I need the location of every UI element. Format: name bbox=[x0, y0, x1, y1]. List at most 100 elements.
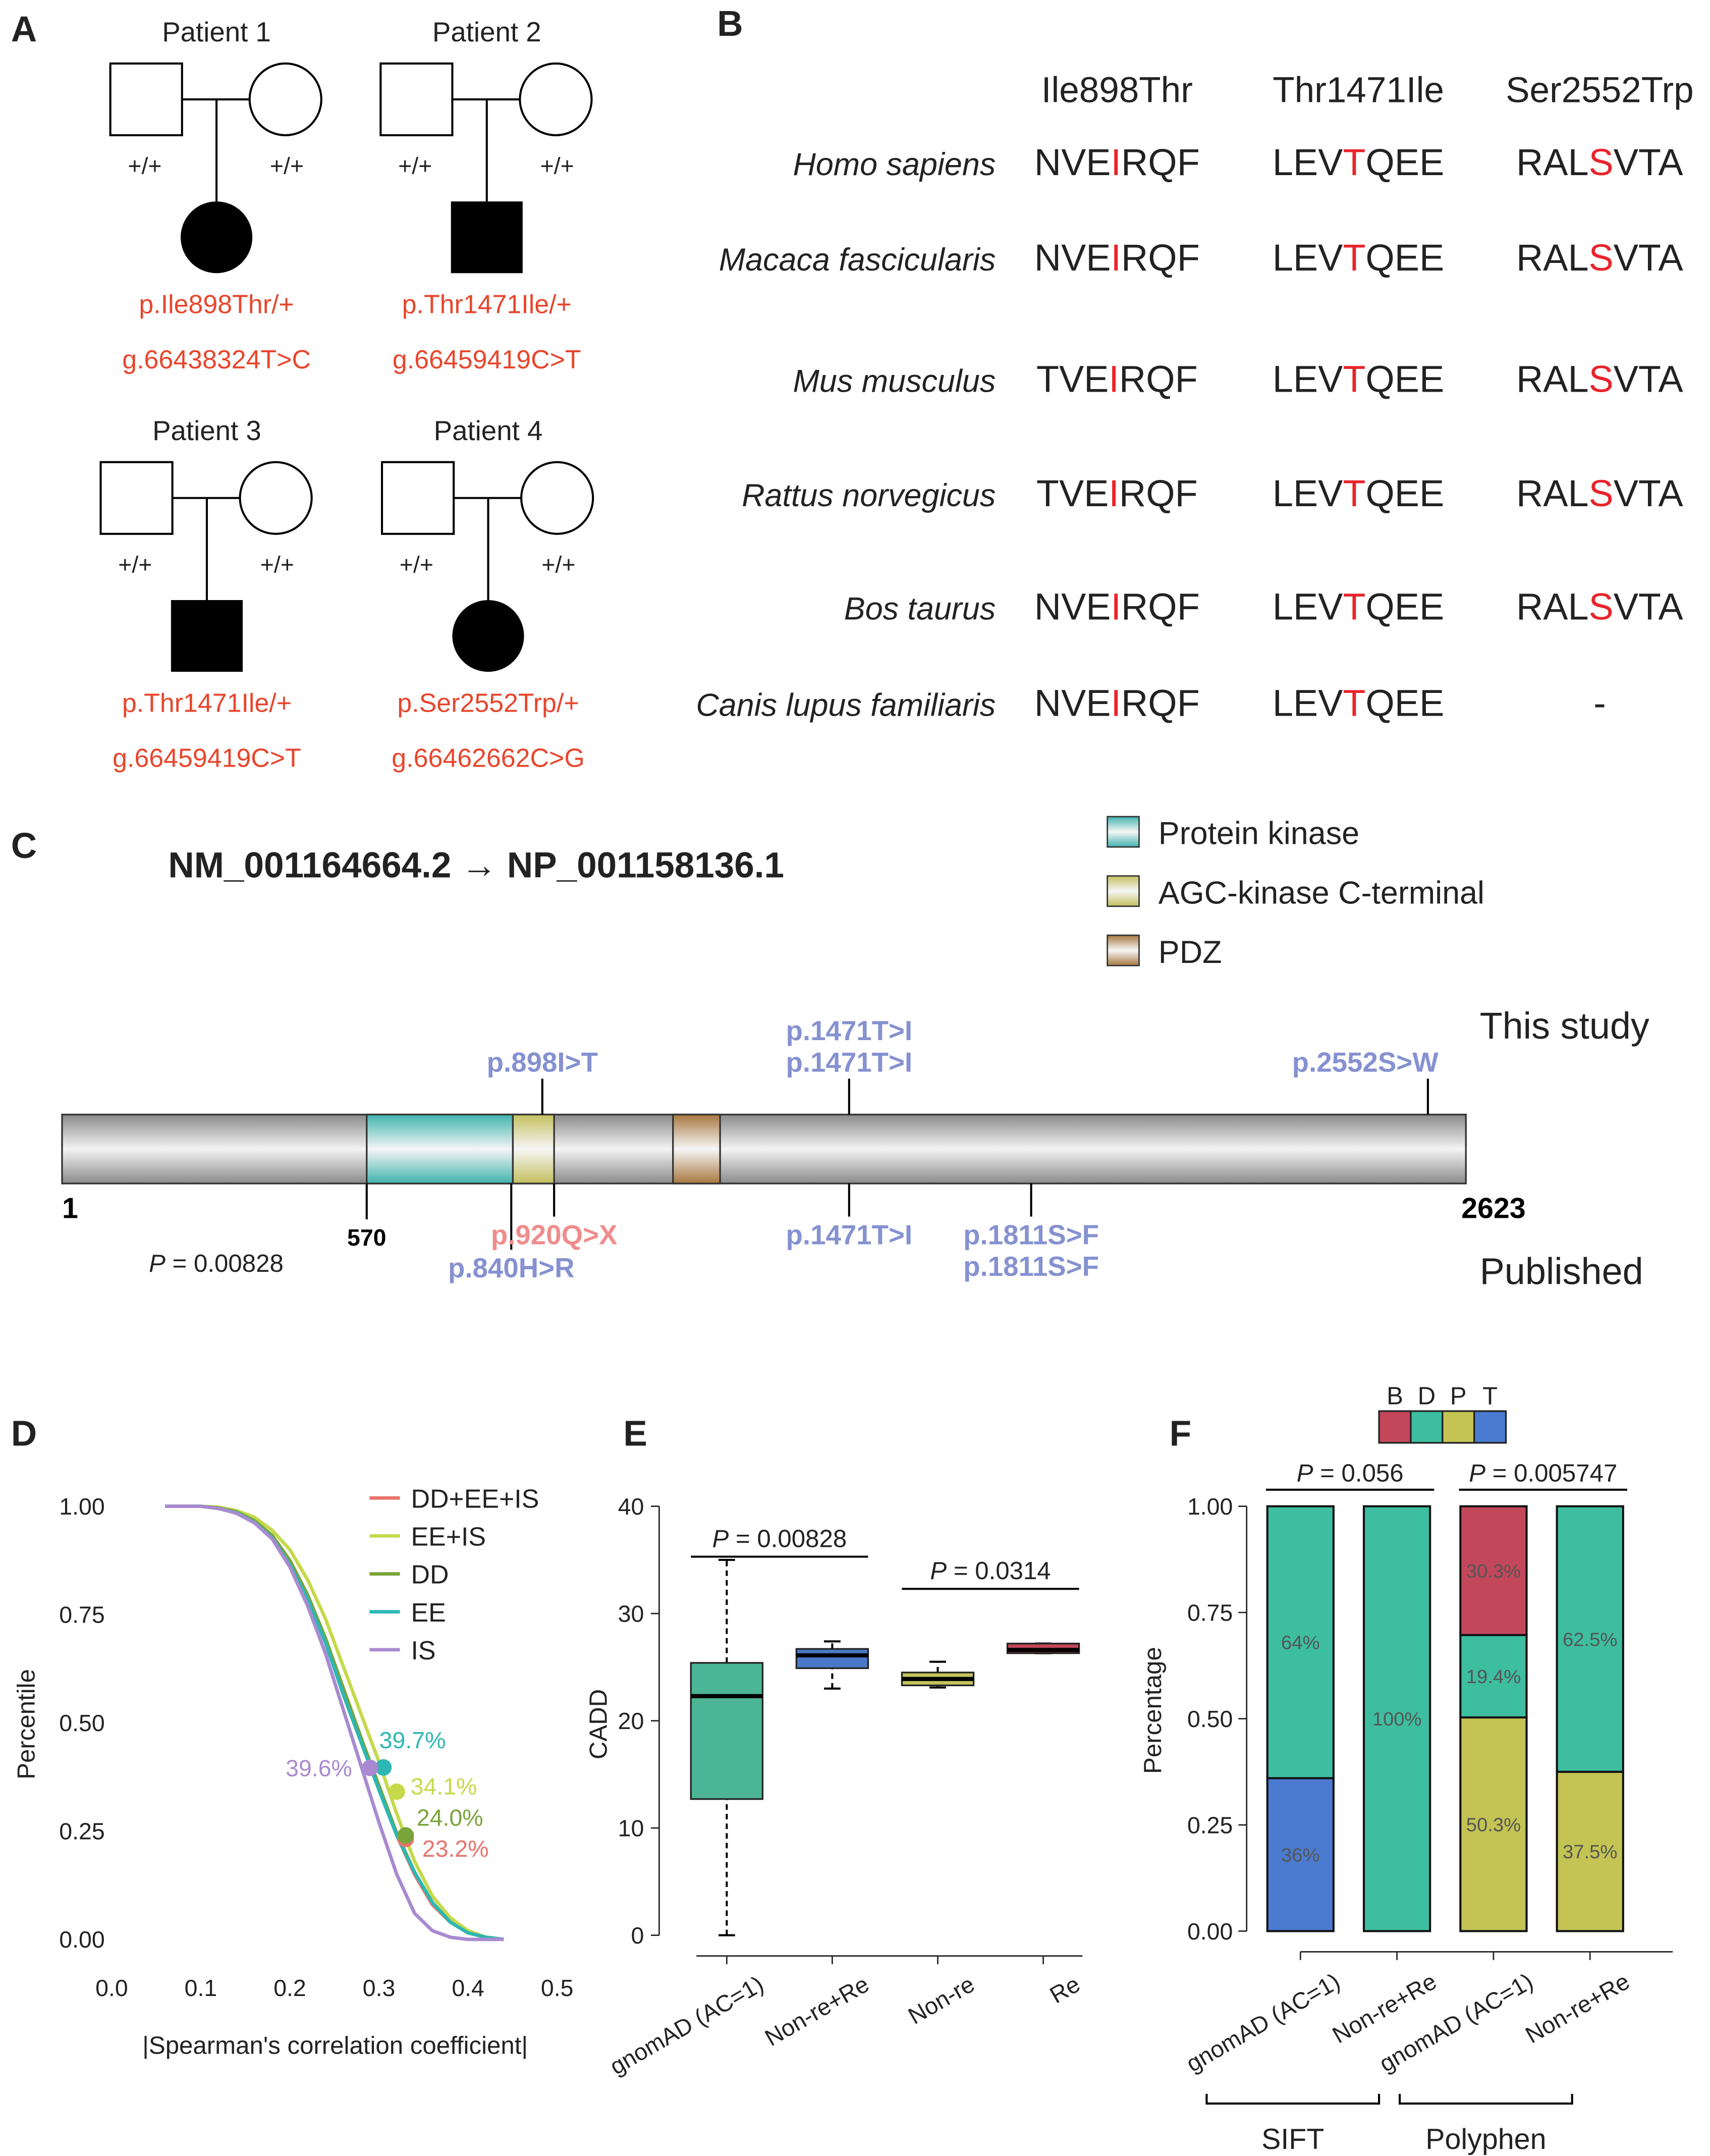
sequence: - bbox=[1593, 682, 1606, 724]
y-tick-label: 0.25 bbox=[59, 1818, 104, 1845]
patient-title: Patient 1 bbox=[162, 17, 271, 47]
variant-label: p.1471T>I bbox=[786, 1047, 913, 1078]
p-symbol: P bbox=[1297, 1459, 1313, 1487]
panel-label: D bbox=[11, 1414, 37, 1453]
residue: I bbox=[1109, 472, 1119, 514]
legend-label: P bbox=[1450, 1382, 1467, 1410]
value-label: 64% bbox=[1281, 1632, 1320, 1654]
residue: RAL bbox=[1516, 237, 1589, 279]
p-text: = 0.00828 bbox=[736, 1525, 847, 1552]
p-text: = 0.056 bbox=[1320, 1459, 1403, 1487]
domain bbox=[672, 1113, 721, 1184]
legend-swatch bbox=[1442, 1410, 1475, 1444]
sequence: LEVTQEE bbox=[1273, 141, 1444, 183]
residue: LEV bbox=[1273, 237, 1343, 279]
residue: NVE bbox=[1034, 237, 1111, 279]
value-label: 19.4% bbox=[1466, 1666, 1521, 1688]
mother bbox=[248, 62, 322, 137]
marker bbox=[388, 1783, 405, 1800]
significance-label: P = 0.056 bbox=[1297, 1459, 1404, 1487]
y-tick-label: 0.50 bbox=[59, 1710, 104, 1736]
domain bbox=[512, 1113, 555, 1184]
panel-label: C bbox=[11, 826, 37, 866]
x-axis-title: |Spearman's correlation coefficient| bbox=[142, 2032, 528, 2060]
residue: RQF bbox=[1121, 682, 1200, 724]
p-symbol: P bbox=[149, 1250, 166, 1277]
father bbox=[379, 62, 454, 137]
y-axis-title: Percentile bbox=[12, 1669, 40, 1780]
genomic-change: g.66462662C>G bbox=[392, 744, 584, 773]
y-tick-label: 0.75 bbox=[59, 1602, 104, 1628]
legend-swatch bbox=[1473, 1410, 1507, 1444]
legend-label: Protein kinase bbox=[1159, 816, 1359, 851]
legend-label: IS bbox=[411, 1636, 435, 1665]
value-label: 37.5% bbox=[1563, 1841, 1617, 1863]
p-symbol: P bbox=[930, 1557, 947, 1585]
residue: NVE bbox=[1034, 682, 1111, 724]
proband bbox=[451, 201, 523, 274]
y-tick-label: 0.00 bbox=[1187, 1918, 1233, 1945]
marker bbox=[375, 1759, 392, 1776]
legend-label: T bbox=[1482, 1382, 1498, 1410]
residue: LEV bbox=[1273, 141, 1343, 183]
bar-segment bbox=[1459, 1716, 1528, 1932]
protein-bar bbox=[61, 1113, 1467, 1184]
residue: - bbox=[1593, 682, 1606, 724]
sequence: RALSVTA bbox=[1516, 237, 1684, 279]
p-text: = 0.0314 bbox=[954, 1557, 1051, 1585]
series-line bbox=[165, 1504, 504, 1942]
residue: QEE bbox=[1365, 585, 1444, 627]
p-value: P = 0.00828 bbox=[149, 1250, 284, 1277]
species: Bos taurus bbox=[844, 591, 996, 626]
residue: QEE bbox=[1365, 358, 1444, 400]
value-label: 36% bbox=[1281, 1845, 1320, 1866]
residue: S bbox=[1589, 141, 1614, 183]
residue: NVE bbox=[1034, 141, 1111, 183]
residue: RQF bbox=[1119, 472, 1198, 514]
residue: S bbox=[1589, 358, 1614, 400]
legend-label: DD+EE+IS bbox=[411, 1484, 539, 1514]
protein-change: p.Ile898Thr/+ bbox=[139, 290, 294, 319]
legend-swatch bbox=[1107, 875, 1140, 907]
patient-title: Patient 4 bbox=[434, 415, 543, 446]
residue: RQF bbox=[1119, 358, 1198, 400]
genomic-change: g.66438324T>C bbox=[122, 345, 311, 374]
significance-label: P = 0.00828 bbox=[712, 1525, 847, 1552]
marker-label: 24.0% bbox=[417, 1805, 483, 1831]
residue: VTA bbox=[1614, 472, 1684, 514]
sequence: NVEIRQF bbox=[1034, 141, 1200, 183]
variant-label: p.1811S>F bbox=[963, 1251, 1099, 1282]
sequence: NVEIRQF bbox=[1034, 682, 1200, 724]
series-line bbox=[165, 1504, 504, 1942]
track-label: This study bbox=[1480, 1005, 1649, 1047]
genotype: +/+ bbox=[270, 152, 304, 179]
genomic-change: g.66459419C>T bbox=[113, 744, 301, 773]
legend-label: AGC-kinase C-terminal bbox=[1159, 875, 1484, 910]
protein-title: NM_001164664.2 → NP_001158136.1 bbox=[168, 845, 784, 885]
residue: RQF bbox=[1121, 237, 1200, 279]
father bbox=[381, 461, 455, 535]
y-tick-label: 0.00 bbox=[59, 1926, 104, 1953]
father bbox=[99, 461, 174, 535]
y-tick-label: 0.25 bbox=[1187, 1812, 1233, 1838]
legend-label: D bbox=[1418, 1382, 1436, 1410]
father bbox=[109, 62, 183, 137]
mother bbox=[519, 62, 593, 137]
residue: LEV bbox=[1273, 682, 1343, 724]
marker-label: 34.1% bbox=[411, 1773, 477, 1800]
proband bbox=[171, 600, 243, 672]
box bbox=[690, 1662, 764, 1800]
legend-swatch bbox=[1378, 1410, 1412, 1444]
residue: VTA bbox=[1614, 585, 1684, 627]
marker-label: 39.6% bbox=[286, 1755, 352, 1781]
residue: TVE bbox=[1036, 472, 1109, 514]
residue: RAL bbox=[1516, 585, 1589, 627]
track-label: Published bbox=[1480, 1251, 1643, 1292]
sequence: LEVTQEE bbox=[1273, 358, 1444, 400]
residue: VTA bbox=[1614, 237, 1684, 279]
mother bbox=[520, 461, 594, 535]
residue: LEV bbox=[1273, 585, 1343, 627]
residue: T bbox=[1343, 358, 1365, 400]
residue: T bbox=[1343, 237, 1365, 279]
